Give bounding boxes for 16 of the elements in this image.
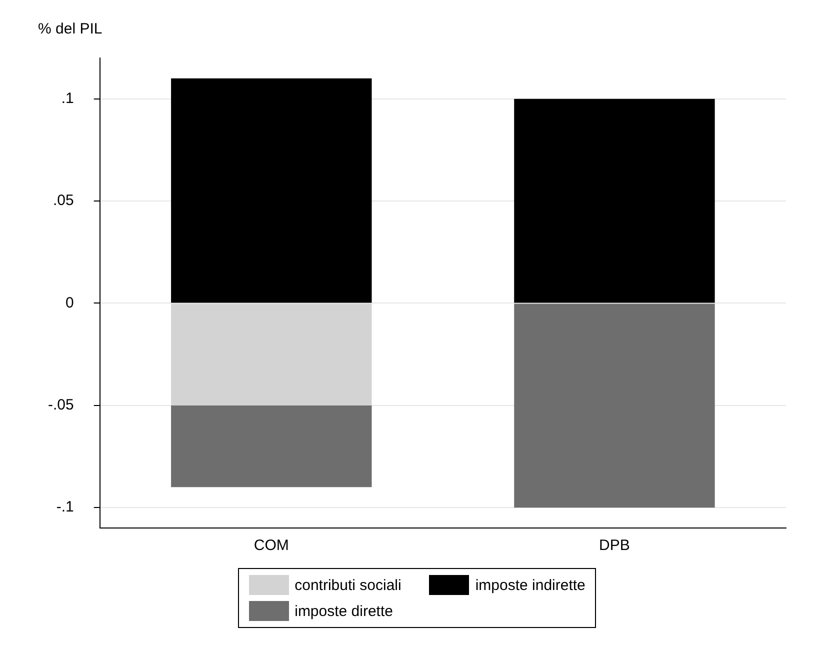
y-tick-label: -.1 xyxy=(56,498,74,516)
bar xyxy=(514,304,715,508)
bar xyxy=(171,405,372,488)
y-tick-label: .1 xyxy=(61,90,74,108)
y-tick-label: .05 xyxy=(52,192,74,210)
y-axis-title: % del PIL xyxy=(38,20,102,38)
y-tick-label: -.05 xyxy=(48,396,74,414)
legend-label: imposte dirette xyxy=(294,602,393,620)
y-tick-label: 0 xyxy=(66,294,74,312)
bar xyxy=(514,98,715,303)
x-tick-label: COM xyxy=(254,537,289,554)
legend-label: imposte indirette xyxy=(475,576,586,594)
legend-label: contributi sociali xyxy=(294,576,402,594)
bar xyxy=(171,78,372,303)
bar xyxy=(171,304,372,406)
x-tick-label: DPB xyxy=(599,537,630,554)
